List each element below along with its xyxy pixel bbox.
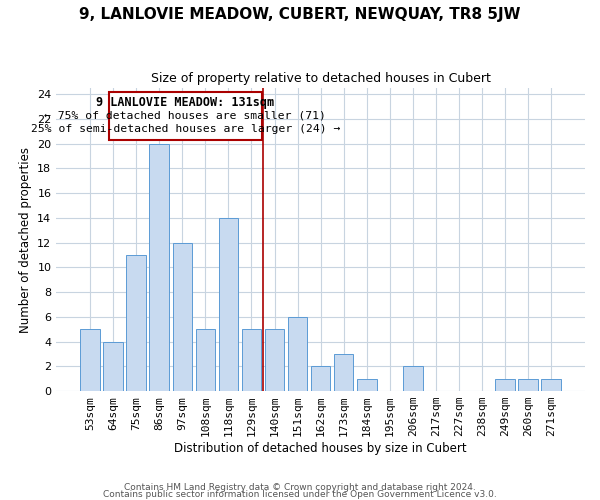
Bar (265, 329, 284, 391)
Text: Contains public sector information licensed under the Open Government Licence v3: Contains public sector information licen… (103, 490, 497, 499)
Text: 25% of semi-detached houses are larger (24) →: 25% of semi-detached houses are larger (… (31, 124, 340, 134)
Bar (242, 329, 261, 391)
Bar (149, 144, 169, 391)
Text: 9 LANLOVIE MEADOW: 131sqm: 9 LANLOVIE MEADOW: 131sqm (96, 96, 274, 110)
Bar (196, 329, 215, 391)
Y-axis label: Number of detached properties: Number of detached properties (19, 146, 32, 332)
Bar (80, 329, 100, 391)
Text: 9, LANLOVIE MEADOW, CUBERT, NEWQUAY, TR8 5JW: 9, LANLOVIE MEADOW, CUBERT, NEWQUAY, TR8… (79, 8, 521, 22)
Bar (127, 255, 146, 391)
Bar (403, 366, 422, 391)
Bar (288, 317, 307, 391)
Bar (311, 366, 331, 391)
Bar (495, 378, 515, 391)
Bar (334, 354, 353, 391)
Bar (218, 218, 238, 391)
Bar (173, 242, 192, 391)
X-axis label: Distribution of detached houses by size in Cubert: Distribution of detached houses by size … (175, 442, 467, 455)
Text: Contains HM Land Registry data © Crown copyright and database right 2024.: Contains HM Land Registry data © Crown c… (124, 484, 476, 492)
Text: ← 75% of detached houses are smaller (71): ← 75% of detached houses are smaller (71… (44, 111, 326, 121)
Bar (541, 378, 561, 391)
Bar (357, 378, 377, 391)
Bar (109, 92, 262, 140)
Bar (103, 342, 123, 391)
Title: Size of property relative to detached houses in Cubert: Size of property relative to detached ho… (151, 72, 491, 86)
Bar (518, 378, 538, 391)
